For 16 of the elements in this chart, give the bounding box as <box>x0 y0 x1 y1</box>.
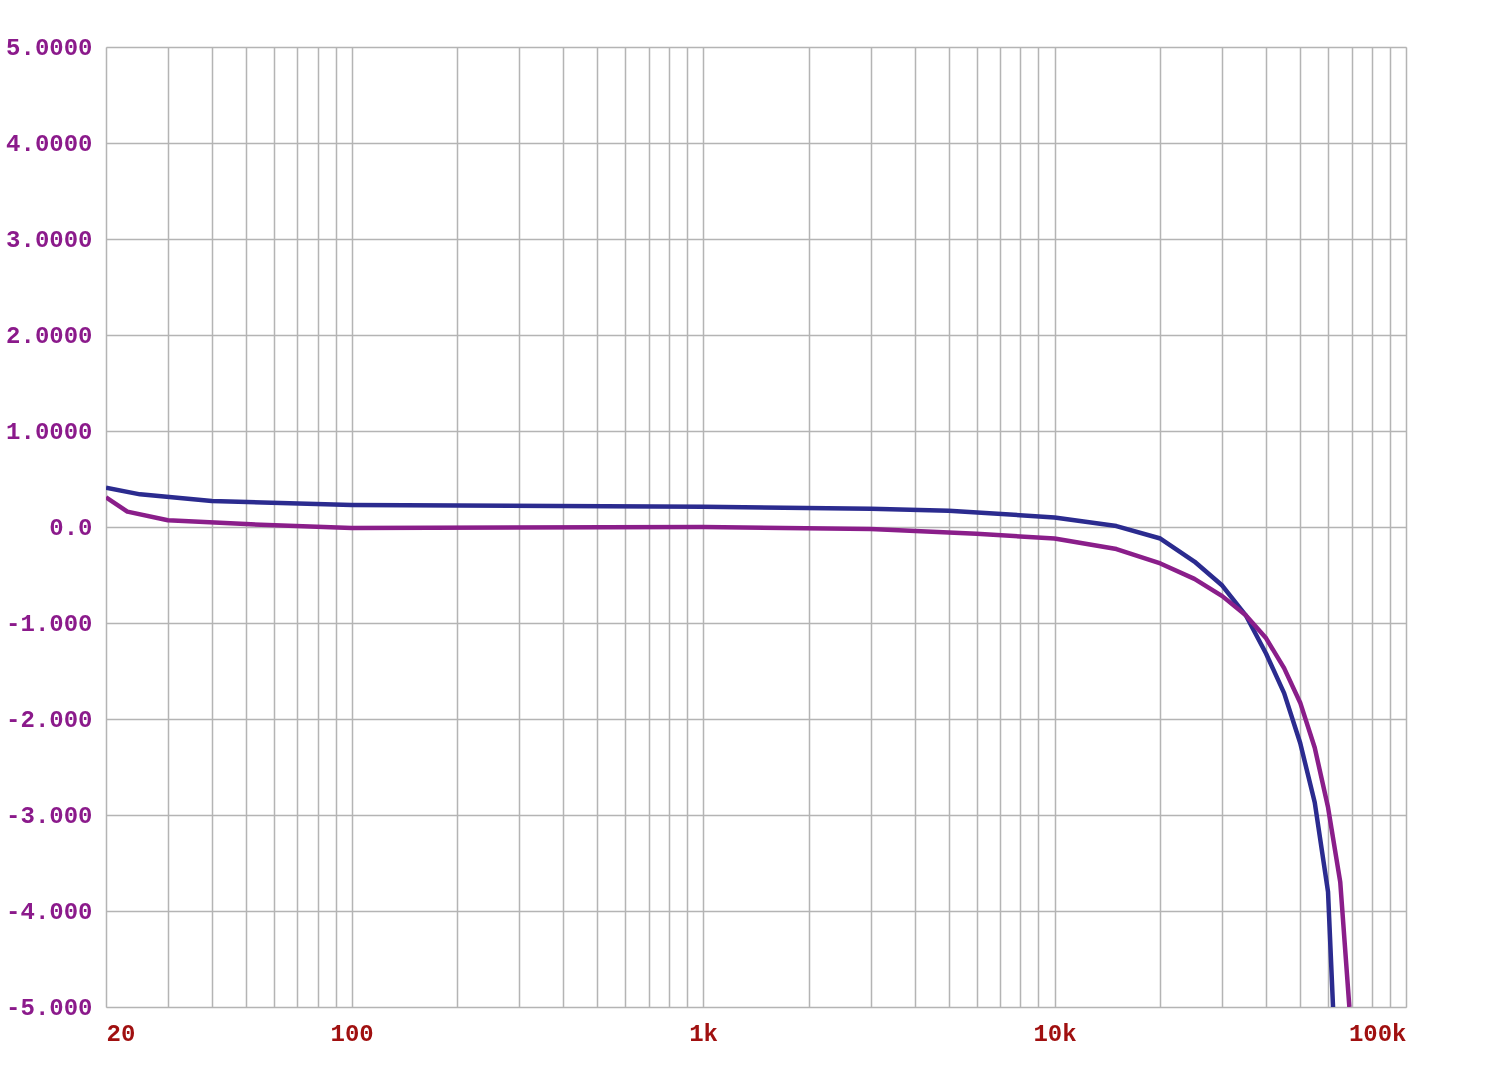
x-tick-label: 10k <box>1033 1020 1077 1048</box>
y-tick-label: 3.0000 <box>6 226 93 254</box>
y-tick-label: 4.0000 <box>6 130 93 158</box>
y-tick-label: 5.0000 <box>6 34 93 62</box>
y-tick-label: -5.000 <box>6 994 93 1022</box>
x-tick-label: 1k <box>689 1020 719 1048</box>
y-tick-label: -2.000 <box>6 706 93 734</box>
x-tick-label: 20 <box>106 1020 136 1048</box>
y-tick-label: -4.000 <box>6 898 93 926</box>
y-tick-label: 1.0000 <box>6 418 93 446</box>
x-tick-label: 100k <box>1348 1020 1407 1048</box>
y-tick-label: 2.0000 <box>6 322 93 350</box>
y-tick-label: 0.0 <box>49 514 93 542</box>
y-tick-label: -1.000 <box>6 610 93 638</box>
x-tick-label: 100 <box>330 1020 374 1048</box>
y-tick-label: -3.000 <box>6 802 93 830</box>
